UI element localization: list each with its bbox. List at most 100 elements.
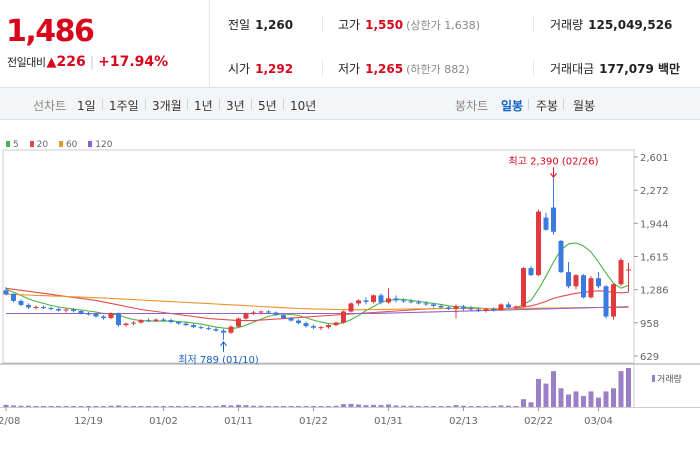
candle-body: [78, 310, 84, 314]
volume-bar: [348, 403, 354, 407]
volume-bar: [11, 405, 16, 407]
candle-body: [228, 326, 234, 333]
candle-daily[interactable]: 일봉: [501, 99, 524, 113]
legend-item-ma120: 120: [88, 140, 112, 150]
period-1d[interactable]: 1일: [77, 99, 96, 113]
candle-body: [498, 304, 504, 310]
candle-body: [491, 308, 496, 310]
stat-volume: 거래량 125,049,526: [550, 16, 672, 33]
candle-body: [3, 290, 9, 295]
volume-bar: [558, 388, 564, 407]
divider: [145, 99, 146, 110]
x-tick-label: 01/31: [374, 416, 403, 427]
volume-bar: [311, 406, 316, 407]
change-percent: +17.94%: [98, 54, 169, 70]
stat-value: 125,049,526: [588, 18, 673, 32]
candle-body: [191, 325, 196, 328]
volume-bar: [363, 405, 369, 407]
stat-label: 고가: [338, 18, 361, 32]
volume-bar: [318, 406, 324, 407]
stat-label: 시가: [228, 62, 251, 76]
candle-body: [513, 306, 519, 308]
period-3m[interactable]: 3개월: [152, 99, 182, 113]
x-tick-label: 12/08: [0, 416, 20, 427]
stat-low: 저가 1,265 (하한가 882): [338, 60, 470, 77]
y-tick-label: 1,615: [640, 253, 669, 264]
candle-body: [371, 295, 376, 302]
period-3y[interactable]: 3년: [226, 99, 245, 113]
stat-value: 1,265: [365, 62, 404, 76]
x-tick-label: 02/13: [449, 416, 478, 427]
period-5y[interactable]: 5년: [258, 99, 277, 113]
candle-body: [266, 311, 271, 313]
volume-bar: [221, 405, 226, 407]
candle-body: [596, 278, 601, 287]
volume-bar: [63, 406, 69, 407]
divider: [528, 99, 529, 110]
stat-sub: (하한가 882): [406, 63, 470, 76]
volume-swatch: [652, 375, 655, 382]
stat-amount: 거래대금 177,079 백만: [550, 60, 680, 77]
volume-bar: [461, 405, 466, 407]
candle-body: [221, 330, 226, 333]
legend-item-ma60: 60: [58, 140, 78, 150]
candle-weekly[interactable]: 주봉: [536, 99, 559, 113]
legend-label: 60: [65, 140, 78, 150]
stat-high: 고가 1,550 (상한가 1,638): [338, 16, 480, 33]
volume-bar: [566, 394, 571, 407]
candle-body: [251, 312, 256, 314]
period-1y[interactable]: 1년: [194, 99, 213, 113]
candle-body: [41, 306, 46, 308]
change-row: 전일대비▲226 | +17.94%: [7, 54, 168, 70]
period-10y[interactable]: 10년: [290, 99, 317, 113]
candle-body: [48, 307, 54, 309]
change-value: 226: [56, 54, 86, 70]
volume-bar: [243, 405, 249, 407]
candle-body: [146, 320, 151, 322]
candle-body: [206, 328, 211, 330]
candle-body: [521, 268, 526, 307]
divider: [322, 16, 323, 32]
high-arrow-head: [550, 172, 557, 179]
price-box: 1,486 전일대비▲226 | +17.94%: [0, 0, 210, 88]
candle-body: [618, 260, 624, 285]
candle-body: [566, 272, 571, 287]
volume-bar: [603, 391, 609, 407]
y-tick-label: 629: [640, 352, 659, 363]
y-tick-label: 1,944: [640, 219, 669, 230]
candle-body: [386, 298, 391, 303]
stat-prev-close: 전일 1,260: [228, 16, 293, 33]
candle-body: [11, 293, 16, 301]
volume-bar: [513, 406, 519, 407]
candle-body: [258, 311, 264, 313]
volume-bar: [446, 406, 451, 407]
volume-bar: [453, 405, 459, 407]
candle-body: [161, 319, 166, 321]
volume-bar: [138, 406, 144, 407]
chart-period-toolbar: 선차트 1일 1주일 3개월 1년 3년 5년 10년 봉차트 일봉 주봉 월봉: [0, 88, 700, 120]
legend-item-ma20: 20: [29, 140, 48, 150]
volume-bar: [296, 406, 301, 407]
volume-bar: [56, 406, 61, 407]
candle-body: [468, 308, 474, 310]
candle-body: [543, 217, 549, 230]
candle-body: [408, 301, 414, 303]
candle-body: [71, 309, 76, 311]
stat-value: 1,550: [365, 18, 404, 32]
volume-bar: [506, 405, 511, 407]
candle-body: [288, 318, 294, 321]
candle-body: [198, 327, 204, 329]
legend-label: 5: [13, 140, 19, 150]
candle-body: [56, 308, 61, 311]
candle-body: [176, 322, 181, 324]
high-annotation-text: 최고 2,390 (02/26): [508, 155, 598, 167]
divider: [563, 99, 564, 110]
volume-bar: [146, 406, 151, 407]
ma20-line: [5, 287, 629, 322]
volume-bar: [86, 406, 91, 407]
period-1w[interactable]: 1주일: [109, 99, 139, 113]
candle-monthly[interactable]: 월봉: [573, 99, 596, 113]
stat-label: 저가: [338, 62, 361, 76]
volume-bar: [551, 371, 556, 407]
volume-bar: [468, 406, 474, 407]
